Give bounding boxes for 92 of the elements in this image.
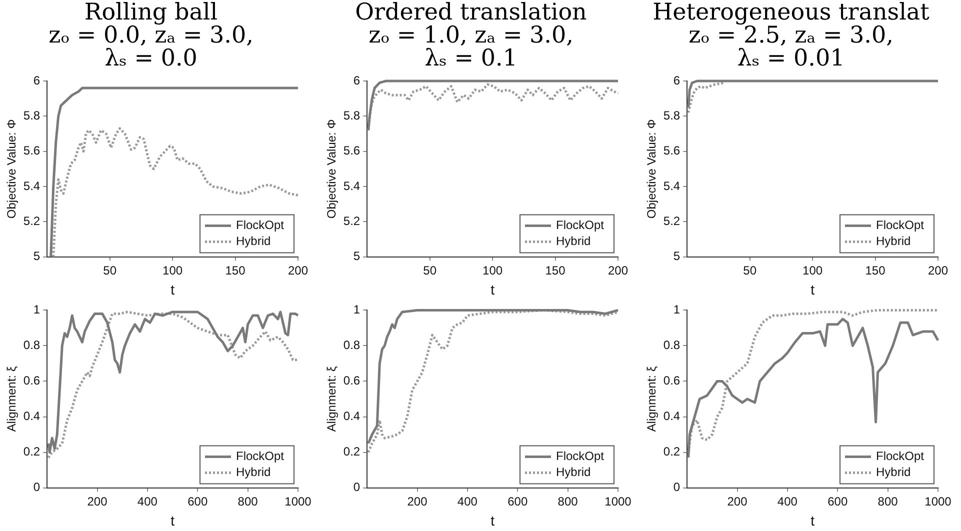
y-tick-label: 0.2 — [663, 444, 680, 459]
x-tick-label: 150 — [225, 263, 246, 278]
y-tick-label: 5.8 — [23, 108, 40, 122]
y-tick-label: 0.8 — [23, 338, 40, 352]
legend-label: Hybrid — [236, 234, 271, 248]
y-tick-label: 6 — [33, 73, 40, 88]
x-tick-label: 200 — [928, 263, 948, 278]
x-tick-label: 200 — [87, 494, 108, 508]
x-tick-label: 1000 — [604, 494, 632, 508]
y-tick-label: 0 — [673, 480, 680, 494]
y-tick-label: 0.8 — [343, 338, 360, 352]
y-tick-label: 5.2 — [663, 214, 680, 228]
x-tick-label: 800 — [878, 494, 898, 508]
y-tick-label: 1 — [673, 302, 680, 317]
y-tick-label: 1 — [353, 302, 360, 317]
y-tick-label: 5.8 — [343, 108, 360, 122]
x-tick-label: 50 — [743, 263, 757, 278]
x-axis-title: t — [490, 281, 495, 298]
y-tick-label: 0.6 — [663, 374, 680, 388]
y-tick-label: 5.2 — [23, 214, 40, 228]
legend-label: FlockOpt — [556, 218, 605, 232]
legend-label: FlockOpt — [236, 218, 285, 232]
y-tick-label: 0.2 — [343, 444, 360, 459]
x-tick-label: 150 — [545, 263, 566, 278]
y-tick-label: 0.6 — [343, 374, 360, 388]
y-tick-label: 0 — [353, 480, 360, 494]
chart-title: Heterogeneous translat zₒ = 2.5, zₐ = 3.0, λₛ = 0.01 — [652, 0, 930, 72]
y-axis-title: Objective Value: Φ — [644, 119, 659, 219]
y-tick-label: 6 — [673, 73, 680, 88]
x-tick-label: 150 — [865, 263, 886, 278]
x-tick-label: 100 — [482, 263, 503, 278]
x-axis-title: t — [810, 512, 815, 528]
y-tick-label: 5 — [33, 249, 40, 264]
chart-title: Ordered translation zₒ = 1.0, zₐ = 3.0, λₛ = 0.1 — [355, 0, 588, 72]
y-axis-title: Alignment: ξ — [4, 366, 19, 432]
x-tick-label: 1000 — [284, 494, 312, 508]
x-tick-label: 100 — [162, 263, 183, 278]
legend-label: Hybrid — [236, 465, 271, 480]
y-tick-label: 5.6 — [23, 144, 40, 158]
x-tick-label: 50 — [423, 263, 437, 278]
x-axis-title: t — [170, 512, 175, 528]
y-tick-label: 0 — [33, 480, 40, 494]
x-tick-label: 600 — [828, 494, 848, 508]
y-tick-label: 5.2 — [343, 214, 360, 228]
x-axis-title: t — [810, 281, 815, 298]
line-series — [52, 127, 300, 258]
legend-label: FlockOpt — [876, 218, 925, 232]
x-tick-label: 400 — [137, 494, 158, 508]
x-tick-label: 200 — [407, 494, 428, 508]
y-axis-title: Objective Value: Φ — [4, 119, 19, 219]
y-tick-label: 0.6 — [23, 374, 40, 388]
y-tick-label: 0.4 — [23, 409, 40, 424]
y-tick-label: 0.4 — [343, 409, 360, 424]
y-tick-label: 5.6 — [663, 144, 680, 158]
legend-label: Hybrid — [556, 465, 591, 480]
x-tick-label: 50 — [103, 263, 117, 278]
x-tick-label: 600 — [188, 494, 208, 508]
x-axis-title: t — [170, 281, 175, 298]
x-tick-label: 400 — [777, 494, 798, 508]
x-tick-label: 200 — [727, 494, 748, 508]
line-series — [687, 82, 726, 114]
x-tick-label: 800 — [238, 494, 258, 508]
x-tick-label: 1000 — [924, 494, 952, 508]
y-axis-title: Alignment: ξ — [324, 366, 339, 432]
y-tick-label: 5.4 — [663, 178, 680, 193]
legend-label: Hybrid — [876, 465, 911, 480]
y-axis-title: Alignment: ξ — [644, 366, 659, 432]
legend-label: FlockOpt — [556, 449, 605, 464]
x-tick-label: 200 — [288, 263, 308, 278]
y-tick-label: 5.8 — [663, 108, 680, 122]
y-tick-label: 0.8 — [663, 338, 680, 352]
y-tick-label: 5 — [673, 249, 680, 264]
x-tick-label: 600 — [508, 494, 528, 508]
x-axis-title: t — [490, 512, 495, 528]
legend-label: FlockOpt — [876, 449, 925, 464]
y-tick-label: 0.2 — [23, 444, 40, 459]
legend-label: Hybrid — [876, 234, 911, 248]
y-tick-label: 5.4 — [23, 178, 40, 193]
x-tick-label: 100 — [802, 263, 823, 278]
y-tick-label: 0.4 — [663, 409, 680, 424]
legend-label: FlockOpt — [236, 449, 285, 464]
legend-label: Hybrid — [556, 234, 591, 248]
y-tick-label: 6 — [353, 73, 360, 88]
x-tick-label: 200 — [608, 263, 628, 278]
chart-title: Rolling ball zₒ = 0.0, zₐ = 3.0, λₛ = 0.0 — [48, 0, 254, 72]
y-tick-label: 5 — [353, 249, 360, 264]
y-tick-label: 5.4 — [343, 178, 360, 193]
y-tick-label: 1 — [33, 302, 40, 317]
x-tick-label: 400 — [457, 494, 478, 508]
x-tick-label: 800 — [558, 494, 578, 508]
y-axis-title: Objective Value: Φ — [324, 119, 339, 219]
y-tick-label: 5.6 — [343, 144, 360, 158]
